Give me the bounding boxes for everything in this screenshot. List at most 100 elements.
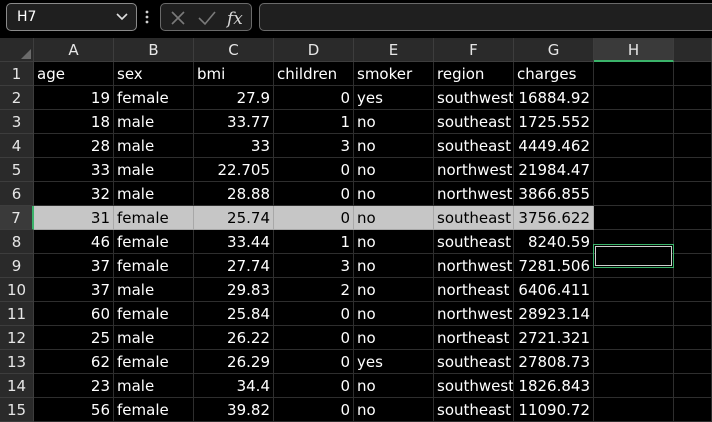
cell-c13[interactable]: 26.29 [194,350,274,374]
cell-h12[interactable] [594,326,674,350]
cell-f2[interactable]: southwest [434,86,514,110]
cell-a13[interactable]: 62 [34,350,114,374]
cell-f4[interactable]: southeast [434,134,514,158]
close-icon[interactable] [169,9,187,27]
cell-d7[interactable]: 0 [274,206,354,230]
cell-c8[interactable]: 33.44 [194,230,274,254]
cell-e1[interactable]: smoker [354,62,434,86]
cell-g11[interactable]: 28923.14 [514,302,594,326]
select-all-corner[interactable] [0,38,34,62]
cell-f3[interactable]: southeast [434,110,514,134]
cell-g8[interactable]: 8240.59 [514,230,594,254]
cell-d15[interactable]: 0 [274,398,354,422]
cell-a15[interactable]: 56 [34,398,114,422]
cell-c7[interactable]: 25.74 [194,206,274,230]
cell-f12[interactable]: northeast [434,326,514,350]
cell-d11[interactable]: 0 [274,302,354,326]
checkmark-icon[interactable] [197,9,217,27]
cell-e4[interactable]: no [354,134,434,158]
cell-g7[interactable]: 3756.622 [514,206,594,230]
cell-h2[interactable] [594,86,674,110]
cell-f13[interactable]: southeast [434,350,514,374]
cell-h6[interactable] [594,182,674,206]
cell-d8[interactable]: 1 [274,230,354,254]
row-header-10[interactable]: 10 [0,278,34,302]
cell-g2[interactable]: 16884.92 [514,86,594,110]
cell-b2[interactable]: female [114,86,194,110]
cell-b9[interactable]: female [114,254,194,278]
cell-f1[interactable]: region [434,62,514,86]
column-header-c[interactable]: C [194,38,274,62]
row-header-1[interactable]: 1 [0,62,34,86]
cell-h1[interactable] [594,62,674,86]
cell-b14[interactable]: male [114,374,194,398]
cell-g9[interactable]: 7281.506 [514,254,594,278]
cell-e3[interactable]: no [354,110,434,134]
row-header-11[interactable]: 11 [0,302,34,326]
cell-b15[interactable]: female [114,398,194,422]
cell-a5[interactable]: 33 [34,158,114,182]
cell-d5[interactable]: 0 [274,158,354,182]
column-header-e[interactable]: E [354,38,434,62]
cell-g6[interactable]: 3866.855 [514,182,594,206]
cell-c9[interactable]: 27.74 [194,254,274,278]
more-options-icon[interactable] [143,9,151,25]
cell-b5[interactable]: male [114,158,194,182]
cell-d4[interactable]: 3 [274,134,354,158]
cell-c10[interactable]: 29.83 [194,278,274,302]
row-header-5[interactable]: 5 [0,158,34,182]
cell-c12[interactable]: 26.22 [194,326,274,350]
cell-a7[interactable]: 31 [34,206,114,230]
cell-g1[interactable]: charges [514,62,594,86]
cell-h10[interactable] [594,278,674,302]
cell-b4[interactable]: male [114,134,194,158]
column-header-d[interactable]: D [274,38,354,62]
cell-e5[interactable]: no [354,158,434,182]
row-header-4[interactable]: 4 [0,134,34,158]
cell-b12[interactable]: male [114,326,194,350]
row-header-7[interactable]: 7 [0,206,34,230]
cell-h15[interactable] [594,398,674,422]
column-header-f[interactable]: F [434,38,514,62]
cell-e10[interactable]: no [354,278,434,302]
cell-b6[interactable]: male [114,182,194,206]
cell-h4[interactable] [594,134,674,158]
cell-c14[interactable]: 34.4 [194,374,274,398]
cell-e7[interactable]: no [354,206,434,230]
cell-a10[interactable]: 37 [34,278,114,302]
cell-f10[interactable]: northeast [434,278,514,302]
cell-b7[interactable]: female [114,206,194,230]
cell-a4[interactable]: 28 [34,134,114,158]
row-header-12[interactable]: 12 [0,326,34,350]
cell-b1[interactable]: sex [114,62,194,86]
cell-e14[interactable]: no [354,374,434,398]
cell-a12[interactable]: 25 [34,326,114,350]
cell-e13[interactable]: yes [354,350,434,374]
column-header-g[interactable]: G [514,38,594,62]
cell-f15[interactable]: southeast [434,398,514,422]
cell-g13[interactable]: 27808.73 [514,350,594,374]
column-header-b[interactable]: B [114,38,194,62]
cell-f6[interactable]: northwest [434,182,514,206]
cell-d2[interactable]: 0 [274,86,354,110]
cell-g4[interactable]: 4449.462 [514,134,594,158]
cell-a2[interactable]: 19 [34,86,114,110]
cell-a14[interactable]: 23 [34,374,114,398]
cell-b8[interactable]: female [114,230,194,254]
cell-d10[interactable]: 2 [274,278,354,302]
cell-a1[interactable]: age [34,62,114,86]
cell-d1[interactable]: children [274,62,354,86]
cell-d6[interactable]: 0 [274,182,354,206]
cell-b3[interactable]: male [114,110,194,134]
cell-c11[interactable]: 25.84 [194,302,274,326]
cell-h7[interactable] [594,206,674,230]
cell-a8[interactable]: 46 [34,230,114,254]
cell-d14[interactable]: 0 [274,374,354,398]
row-header-9[interactable]: 9 [0,254,34,278]
cell-c3[interactable]: 33.77 [194,110,274,134]
cell-e15[interactable]: no [354,398,434,422]
cell-h11[interactable] [594,302,674,326]
cell-b13[interactable]: female [114,350,194,374]
cell-f14[interactable]: southwest [434,374,514,398]
cell-g15[interactable]: 11090.72 [514,398,594,422]
